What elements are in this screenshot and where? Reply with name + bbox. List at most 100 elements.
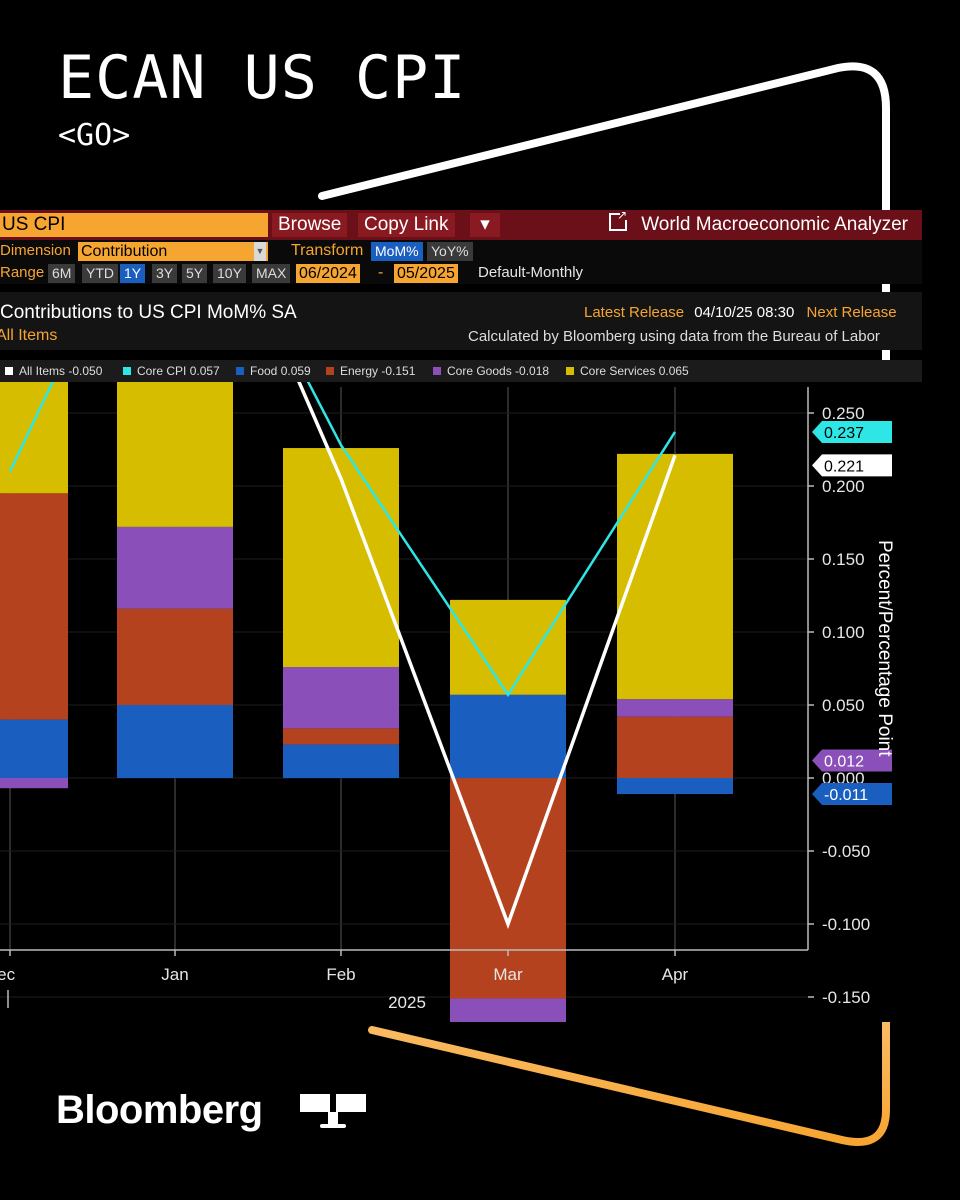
bar-core-goods-feb [283, 667, 399, 729]
legend-core-goods-name: Core Goods [447, 364, 512, 378]
bar-food-mar [450, 694, 566, 778]
bar-core-services-apr [617, 453, 733, 700]
app-title[interactable]: ↗ World Macroeconomic Analyzer [609, 210, 908, 237]
y-tick-label: 0.150 [822, 550, 865, 569]
transform-mom-button[interactable]: MoM% [371, 242, 423, 261]
app-title-text: World Macroeconomic Analyzer [641, 214, 908, 235]
range-label: Range [0, 264, 45, 281]
legend-core-services-value: 0.065 [658, 364, 689, 378]
dropdown-icon: ▼ [254, 242, 266, 261]
legend-core-services-name: Core Services [580, 364, 656, 378]
subheadline: <GO> [58, 118, 131, 153]
bar-core-goods-dec [0, 778, 68, 789]
copy-link-button[interactable]: Copy Link [358, 213, 455, 237]
range-5y-button[interactable]: 5Y [182, 264, 208, 283]
transform-yoy-button[interactable]: YoY% [427, 242, 473, 261]
chart-legend: All Items -0.050 Core CPI 0.057 Food 0.0… [0, 360, 922, 382]
range-3y-button[interactable]: 3Y [152, 264, 178, 283]
bar-food-feb [283, 744, 399, 778]
date-separator: - [378, 264, 384, 281]
y-tick-label: 0.250 [822, 404, 865, 423]
line-series [8, 382, 677, 930]
browse-button[interactable]: Browse [272, 213, 348, 237]
line-core-cpi [8, 382, 677, 698]
y-tick-label: -0.150 [822, 988, 870, 1007]
y-tick-label: 0.050 [822, 696, 865, 715]
range-10y-button[interactable]: 10Y [213, 264, 246, 283]
x-tick-label: Dec [0, 965, 16, 984]
legend-core-cpi-name: Core CPI [137, 364, 187, 378]
x-axis-year-label: 2025 [388, 993, 426, 1012]
bar-energy-jan [117, 608, 233, 705]
legend-food[interactable]: Food 0.059 [236, 360, 311, 382]
value-tag-0_237: 0.237 [812, 420, 892, 443]
dimension-row: Dimension Contribution ▼ Transform MoM% … [0, 240, 922, 262]
legend-food-value: 0.059 [280, 364, 311, 378]
value-tag-0_221: 0.221 [812, 454, 892, 477]
legend-all-items[interactable]: All Items -0.050 [5, 360, 102, 382]
start-date-field[interactable]: 06/2024 [296, 264, 360, 283]
bar-energy-dec [0, 493, 68, 720]
x-axis: Dec Jan Feb Mar Apr 2025 [0, 949, 808, 1012]
value-tag-shape [812, 454, 892, 477]
latest-release-label: Latest Release [584, 304, 685, 321]
x-tick-label: Jan [161, 965, 188, 984]
bar-food-apr [617, 778, 733, 795]
bar-core-goods-jan [117, 526, 233, 609]
external-link-icon: ↗ [609, 210, 629, 231]
y-axis: 0.5000.4500.4000.3500.3000.2500.2000.150… [807, 387, 870, 1007]
bar-food-dec [0, 719, 68, 778]
legend-core-goods-value: -0.018 [515, 364, 550, 378]
legend-food-name: Food [250, 364, 278, 378]
legend-energy-name: Energy [340, 364, 379, 378]
dimension-label: Dimension [0, 242, 71, 259]
value-tag-shape [812, 420, 892, 443]
panel-title: Contributions to US CPI MoM% SA [0, 302, 297, 323]
legend-core-cpi-value: 0.057 [189, 364, 220, 378]
bar-core-services-jan [117, 382, 233, 527]
y-tick-label: -0.100 [822, 915, 870, 934]
ticker-field[interactable]: US CPI [0, 213, 268, 237]
next-release-label: Next Release [806, 304, 897, 321]
legend-energy-value: -0.151 [381, 364, 416, 378]
end-date-field[interactable]: 05/2025 [394, 264, 458, 283]
y-tick-label: -0.050 [822, 842, 870, 861]
legend-core-services[interactable]: Core Services 0.065 [566, 360, 689, 382]
value-tag-shape [812, 749, 892, 772]
y-axis-label: Percent/Percentage Point [874, 540, 895, 757]
release-info: Latest Release 04/10/25 08:30 Next Relea… [584, 304, 897, 321]
range-1y-button[interactable]: 1Y [120, 264, 146, 283]
toolbar: US CPI Browse Copy Link ▾ ↗ World Macroe… [0, 210, 922, 240]
range-6m-button[interactable]: 6M [48, 264, 76, 283]
x-tick-label: Feb [326, 965, 355, 984]
y-tick-label: 0.100 [822, 623, 865, 642]
line-all-items [297, 382, 677, 930]
range-max-button[interactable]: MAX [252, 264, 291, 283]
panel-header: Contributions to US CPI MoM% SA All Item… [0, 292, 922, 350]
bar-food-jan [117, 705, 233, 778]
x-tick-label: Mar [493, 965, 523, 984]
dimension-select[interactable]: Contribution ▼ [78, 242, 268, 261]
value-tag-label: 0.237 [824, 425, 864, 442]
bar-core-goods-apr [617, 699, 733, 717]
legend-energy[interactable]: Energy -0.151 [326, 360, 415, 382]
bloomberg-logo: Bloomberg [56, 1088, 263, 1133]
range-row: Range 6M YTD 1Y 3Y 5Y 10Y MAX 06/2024 - … [0, 262, 922, 284]
value-tag-label: -0.011 [824, 787, 868, 804]
bar-core-goods-mar [450, 998, 566, 1022]
x-tick-label: Apr [662, 965, 689, 984]
bar-core-services-feb [283, 448, 399, 668]
legend-all-items-value: -0.050 [68, 364, 103, 378]
range-ytd-button[interactable]: YTD [82, 264, 118, 283]
bar-core-services-mar [450, 599, 566, 695]
value-tag-label: 0.221 [824, 458, 864, 475]
value-tag-shape [812, 783, 892, 806]
value-tag--0_011: -0.011 [812, 783, 892, 806]
legend-core-cpi[interactable]: Core CPI 0.057 [123, 360, 220, 382]
value-tag-0_012: 0.012 [812, 749, 892, 772]
headline: ECAN US CPI [58, 43, 467, 113]
toolbar-menu-button[interactable]: ▾ [470, 213, 500, 237]
terminal-window: US CPI Browse Copy Link ▾ ↗ World Macroe… [0, 210, 922, 1022]
legend-core-goods[interactable]: Core Goods -0.018 [433, 360, 549, 382]
